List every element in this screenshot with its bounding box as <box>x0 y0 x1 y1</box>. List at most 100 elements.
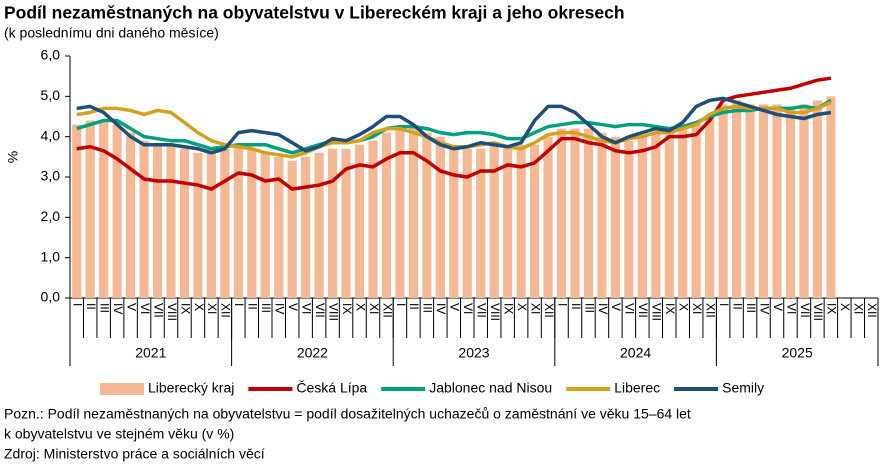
x-tick-label: VI <box>623 303 637 314</box>
bar <box>664 132 674 298</box>
bar <box>637 136 647 298</box>
bar <box>732 100 742 298</box>
x-tick-label: IX <box>663 303 677 314</box>
bar <box>597 132 607 298</box>
bar <box>166 144 176 298</box>
bar <box>651 132 661 298</box>
x-tick-label: I <box>232 303 246 306</box>
bar <box>435 136 445 298</box>
x-tick-label: IX <box>501 303 515 314</box>
bar <box>314 152 324 298</box>
bar <box>408 128 418 298</box>
x-tick-label: XII <box>865 303 879 318</box>
x-tick-label: III <box>97 303 111 313</box>
y-tick-label: 1,0 <box>41 248 61 264</box>
x-tick-label: XII <box>219 303 233 318</box>
bar <box>395 128 405 298</box>
bar <box>139 140 149 298</box>
line <box>76 100 832 159</box>
bar <box>462 148 472 298</box>
year-label: 2024 <box>620 345 651 361</box>
x-tick-label: II <box>407 303 421 310</box>
bar <box>799 104 809 299</box>
x-tick-label: VIII <box>650 303 664 321</box>
bar <box>422 132 432 298</box>
bar <box>812 100 822 298</box>
bar <box>476 148 486 298</box>
x-tick-label: X <box>353 303 367 311</box>
legend-swatch <box>100 383 144 395</box>
x-tick-label: II <box>569 303 583 310</box>
x-tick-label: V <box>609 303 623 311</box>
year-label: 2023 <box>458 345 489 361</box>
bar <box>516 144 526 298</box>
bar <box>583 128 594 298</box>
bar <box>274 156 284 298</box>
bar <box>543 136 553 298</box>
x-tick-label: VIII <box>165 303 179 321</box>
x-tick-label: VIII <box>326 303 340 321</box>
x-tick-label: VII <box>151 303 165 318</box>
x-tick-label: III <box>259 303 273 313</box>
bar <box>530 144 540 298</box>
x-tick-label: IV <box>111 303 125 314</box>
x-tick-label: IV <box>434 303 448 314</box>
line <box>76 76 832 191</box>
x-tick-label: X <box>677 303 691 311</box>
x-tick-label: III <box>421 303 435 313</box>
year-label: 2021 <box>135 345 166 361</box>
bar <box>193 152 203 298</box>
bar <box>301 156 311 298</box>
bar <box>826 96 836 298</box>
bar <box>449 144 459 298</box>
x-tick-label: II <box>730 303 744 310</box>
chart-subtitle: (k poslednímu dni daného měsíce) <box>4 25 219 41</box>
bar <box>556 128 567 298</box>
y-tick-label: 2,0 <box>41 208 61 224</box>
note: k obyvatelstvu ve stejném věku (v %) <box>4 426 234 442</box>
year-label: 2025 <box>782 345 813 361</box>
x-tick-label: VII <box>636 303 650 318</box>
y-axis-label: % <box>5 151 21 163</box>
note: Zdroj: Ministerstvo práce a sociálních v… <box>4 446 265 462</box>
bar <box>772 104 782 299</box>
bar <box>220 148 230 298</box>
bar <box>72 124 82 298</box>
x-tick-label: XII <box>380 303 394 318</box>
x-tick-label: XI <box>852 303 866 314</box>
bar <box>705 116 715 298</box>
bar <box>718 104 728 299</box>
x-tick-label: XI <box>690 303 704 314</box>
x-tick-label: I <box>555 303 569 306</box>
x-tick-label: III <box>582 303 596 313</box>
x-tick-label: VII <box>313 303 327 318</box>
legend-label: Semily <box>722 380 764 396</box>
x-tick-label: IX <box>340 303 354 314</box>
x-tick-label: VI <box>461 303 475 314</box>
bar <box>99 120 109 299</box>
legend-label: Liberec <box>614 380 660 396</box>
x-tick-label: XI <box>528 303 542 314</box>
bar <box>179 148 190 298</box>
x-tick-label: IV <box>596 303 610 314</box>
bar <box>368 140 378 298</box>
x-tick-label: VII <box>475 303 489 318</box>
y-tick-label: 5,0 <box>41 87 61 103</box>
bar <box>503 144 513 298</box>
x-tick-label: VI <box>299 303 313 314</box>
bar <box>126 132 136 298</box>
bar <box>354 144 365 298</box>
y-tick-label: 4,0 <box>41 127 61 143</box>
chart-title: Podíl nezaměstnaných na obyvatelstvu v L… <box>4 3 625 23</box>
bar <box>260 152 270 298</box>
bar <box>758 104 769 299</box>
bar <box>233 144 243 298</box>
bar <box>785 108 796 298</box>
bar <box>152 144 163 298</box>
line <box>76 96 832 155</box>
bar <box>610 136 620 298</box>
x-tick-label: VIII <box>811 303 825 321</box>
x-tick-label: IV <box>757 303 771 314</box>
year-label: 2022 <box>297 345 328 361</box>
